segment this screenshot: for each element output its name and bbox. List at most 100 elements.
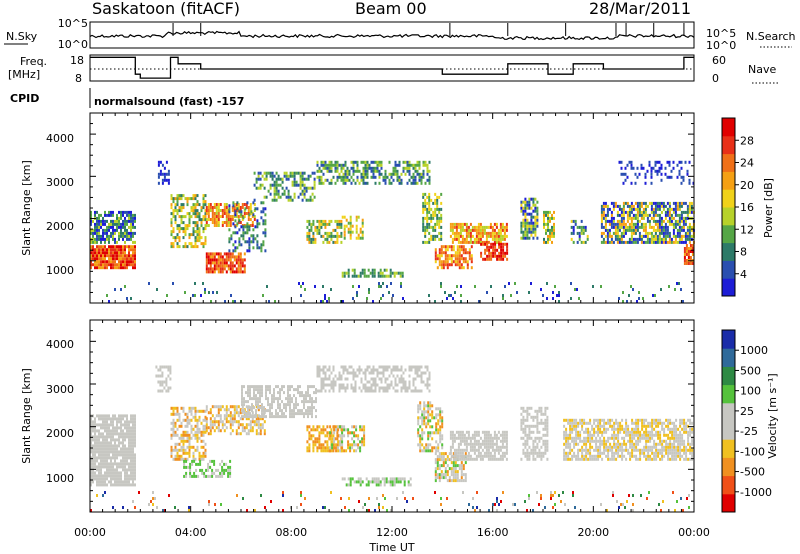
heatmap-cell xyxy=(98,414,100,418)
heatmap-cell xyxy=(247,429,250,433)
heatmap-cell xyxy=(488,245,491,249)
heatmap-cell xyxy=(464,260,467,264)
heatmap-cell xyxy=(194,418,197,422)
heatmap-cell xyxy=(257,423,260,427)
heatmap-cell xyxy=(662,225,665,229)
heatmap-cell xyxy=(98,456,100,460)
heatmap-cell xyxy=(455,231,458,235)
heatmap-cell xyxy=(662,204,665,208)
heatmap-cell xyxy=(301,174,304,178)
heatmap-cell xyxy=(452,479,455,483)
heatmap-cell xyxy=(330,434,333,438)
heatmap-cell xyxy=(440,192,443,196)
heatmap-cell xyxy=(416,160,419,164)
heatmap-cell xyxy=(192,227,195,231)
heatmap-cell xyxy=(356,178,359,182)
heatmap-cell xyxy=(448,476,451,480)
heatmap-cell xyxy=(178,448,181,452)
heatmap-cell xyxy=(120,420,122,424)
heatmap-cell xyxy=(90,480,92,484)
heatmap-cell xyxy=(236,231,239,235)
heatmap-cell xyxy=(326,434,329,438)
heatmap-cell xyxy=(456,257,459,261)
heatmap-cell xyxy=(320,300,322,303)
heatmap-cell xyxy=(373,480,376,484)
heatmap-cell xyxy=(265,195,268,199)
heatmap-cell xyxy=(526,218,529,222)
heatmap-cell xyxy=(678,169,681,173)
heatmap-cell xyxy=(310,240,313,244)
heatmap-cell xyxy=(285,406,287,410)
heatmap-cell xyxy=(188,448,191,452)
heatmap-cell xyxy=(128,480,130,484)
heatmap-cell xyxy=(393,483,396,487)
heatmap-cell xyxy=(176,418,179,422)
heatmap-cell xyxy=(314,428,317,432)
heatmap-cell xyxy=(277,183,280,187)
heatmap-cell xyxy=(239,221,242,224)
freq-tick-min: 8 xyxy=(75,72,82,85)
heatmap-cell xyxy=(126,237,128,241)
heatmap-cell xyxy=(106,447,108,451)
heatmap-cell xyxy=(349,215,352,219)
heatmap-cell xyxy=(688,178,691,182)
heatmap-cell xyxy=(600,225,603,229)
heatmap-cell xyxy=(116,432,118,436)
heatmap-cell xyxy=(468,251,471,255)
heatmap-cell xyxy=(130,260,132,264)
heatmap-cell xyxy=(263,415,265,419)
heatmap-cell xyxy=(234,246,237,250)
heatmap-cell xyxy=(341,437,344,441)
heatmap-cell xyxy=(188,197,191,201)
heatmap-cell xyxy=(666,240,669,244)
heatmap-cell xyxy=(355,274,358,278)
heatmap-cell xyxy=(293,415,295,419)
heatmap-cell xyxy=(618,228,621,232)
heatmap-cell xyxy=(438,467,441,471)
heatmap-cell xyxy=(486,291,488,294)
heatmap-cell xyxy=(620,219,623,223)
heatmap-cell xyxy=(309,186,312,190)
heatmap-cell xyxy=(190,427,193,431)
heatmap-cell xyxy=(339,443,342,447)
heatmap-cell xyxy=(310,237,313,241)
heatmap-cell xyxy=(309,174,312,178)
heatmap-cell xyxy=(102,251,104,255)
heatmap-cell xyxy=(630,207,633,211)
heatmap-cell xyxy=(452,245,455,249)
heatmap-cell xyxy=(359,483,362,487)
heatmap-cell xyxy=(367,274,370,278)
heatmap-cell xyxy=(440,254,443,258)
heatmap-cell xyxy=(450,254,453,258)
heatmap-cell xyxy=(420,380,423,384)
heatmap-cell xyxy=(366,181,369,185)
power-ytick-4000: 4000 xyxy=(46,132,74,145)
heatmap-cell xyxy=(652,228,655,232)
heatmap-cell xyxy=(248,213,251,217)
heatmap-cell xyxy=(308,234,311,238)
heatmap-cell xyxy=(349,233,352,237)
heatmap-cell xyxy=(312,449,315,453)
heatmap-cell xyxy=(241,429,244,433)
heatmap-cell xyxy=(534,209,537,213)
heatmap-cell xyxy=(128,219,130,223)
heatmap-cell xyxy=(428,240,431,244)
heatmap-cell xyxy=(419,434,422,438)
heatmap-cell xyxy=(499,237,502,241)
heatmap-cell xyxy=(427,404,430,408)
heatmap-cell xyxy=(100,263,102,267)
heatmap-cell xyxy=(383,480,386,484)
heatmap-cell xyxy=(654,160,657,164)
heatmap-cell xyxy=(211,474,214,478)
heatmap-cell xyxy=(305,186,308,190)
heatmap-cell xyxy=(648,222,651,226)
heatmap-cell xyxy=(502,245,505,249)
heatmap-cell xyxy=(412,389,415,393)
heatmap-cell xyxy=(475,225,478,229)
heatmap-cell xyxy=(662,201,665,205)
heatmap-cell xyxy=(300,294,302,297)
heatmap-cell xyxy=(185,474,188,478)
heatmap-cell xyxy=(124,480,126,484)
heatmap-cell xyxy=(687,256,690,259)
heatmap-cell xyxy=(90,462,92,466)
